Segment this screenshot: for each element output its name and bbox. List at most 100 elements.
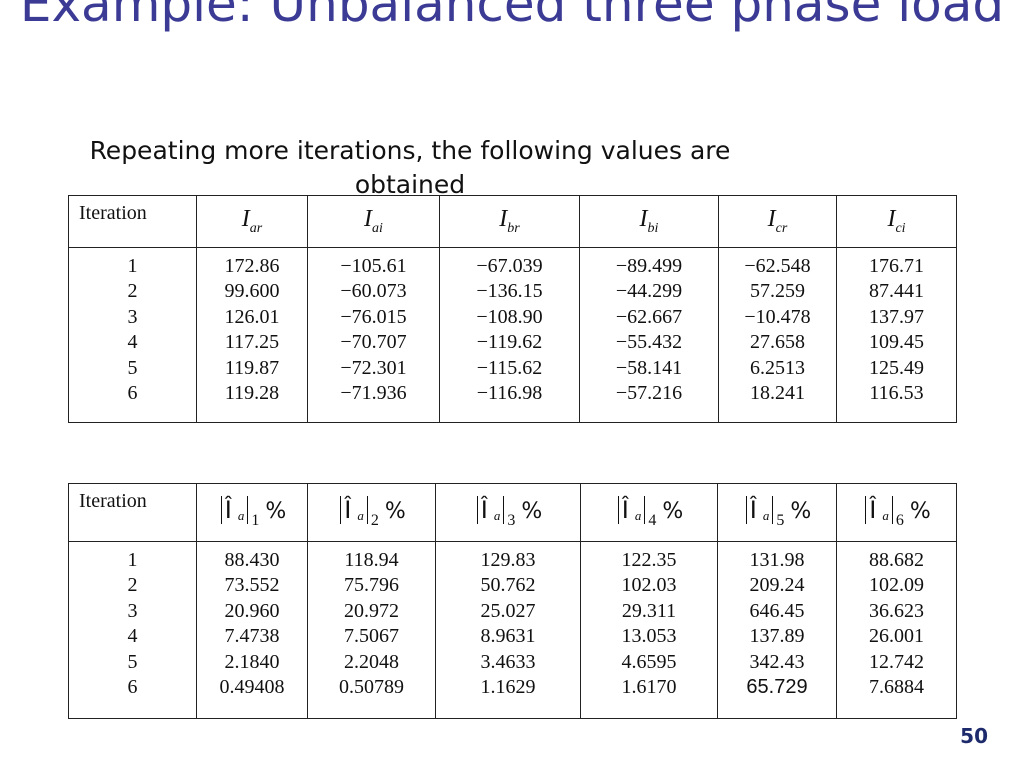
table-cell: −44.299 [615,280,683,303]
ici-values: 176.71 87.441 137.97 109.45 125.49 116.5… [836,247,957,423]
table-cell: 36.623 [869,599,924,622]
table-cell: −72.301 [340,356,407,379]
table-cell: 20.972 [344,599,399,622]
ia1-pct-values: 88.430 73.552 20.960 7.4738 2.1840 0.494… [196,541,308,719]
table-cell: 646.45 [749,599,805,622]
column-header-icr: Icr [718,195,837,248]
table-cell: 172.86 [224,255,280,277]
table-cell: −62.667 [615,305,683,328]
table-cell: −67.039 [476,255,543,277]
table-cell: 50.762 [480,574,536,597]
iteration-number: 4 [127,625,138,648]
table-cell: 18.241 [750,382,805,405]
table-cell: 2.2048 [344,650,399,673]
iteration-number: 1 [127,549,138,571]
iar-values: 172.86 99.600 126.01 117.25 119.87 119.2… [196,247,308,423]
table-cell: 88.682 [869,549,924,571]
table-cell: −115.62 [476,356,543,379]
table-body-row: 1 2 3 4 5 6 88.430 73.552 20.960 7.4738 … [68,541,957,719]
table-cell: 137.89 [749,625,805,648]
iteration-number: 1 [127,255,138,277]
table-cell: 88.430 [224,549,280,571]
table-cell: 6.2513 [750,356,805,379]
iteration-number: 4 [127,331,138,354]
table-cell: −57.216 [615,382,683,405]
slide-subtitle: Repeating more iterations, the following… [89,136,731,199]
ia2-pct-values: 118.94 75.796 20.972 7.5067 2.2048 0.507… [307,541,436,719]
table-cell: 57.259 [750,280,805,303]
table-cell: 73.552 [224,574,280,597]
column-header-iteration: Iteration [68,195,197,248]
table-cell: 75.796 [344,574,399,597]
table-cell: −105.61 [340,255,407,277]
table-cell: 102.09 [869,574,924,597]
table-cell: 116.53 [869,382,924,405]
table-cell: 7.6884 [869,676,924,699]
page-number: 50 [960,724,988,748]
iteration-number: 6 [127,676,138,699]
current-components-table: Iteration Iar Iai Ibr Ibi Icr Ici 1 2 3 … [68,195,957,423]
iteration-number: 5 [127,650,138,673]
table-cell: 2.1840 [224,650,280,673]
table-cell: 119.28 [224,382,280,405]
ia4-pct-values: 122.35 102.03 29.311 13.053 4.6595 1.617… [580,541,718,719]
table-cell: −89.499 [615,255,683,277]
table-cell: 1.1629 [480,676,536,699]
column-header-ibr: Ibr [439,195,580,248]
table-cell: 1.6170 [621,676,677,699]
column-header-iar: Iar [196,195,308,248]
table-cell: 7.5067 [344,625,399,648]
icr-values: −62.548 57.259 −10.478 27.658 6.2513 18.… [718,247,837,423]
table-cell: 119.87 [224,356,280,379]
table-cell: 8.9631 [480,625,536,648]
table-cell: −116.98 [476,382,543,405]
column-header-ici: Ici [836,195,957,248]
slide-title: Example: Unbalanced three phase load [19,0,1005,33]
table-cell: 117.25 [224,331,280,354]
table-cell: 102.03 [621,574,677,597]
table-cell: −58.141 [615,356,683,379]
ia6-pct-values: 88.682 102.09 36.623 26.001 12.742 7.688… [836,541,957,719]
iai-values: −105.61 −60.073 −76.015 −70.707 −72.301 … [307,247,440,423]
table-cell: 13.053 [621,625,677,648]
ibi-values: −89.499 −44.299 −62.667 −55.432 −58.141 … [579,247,719,423]
table-cell: 122.35 [621,549,677,571]
table-cell: 99.600 [224,280,280,303]
table-cell: 65.729 [746,676,808,699]
table-cell: 12.742 [869,650,924,673]
table-header-row: Iteration Iar Iai Ibr Ibi Icr Ici [68,195,957,248]
table-cell: 126.01 [224,305,280,328]
column-header-ibi: Ibi [579,195,719,248]
column-header-iteration: Iteration [68,483,197,542]
table-cell: −62.548 [744,255,811,277]
table-cell: 129.83 [480,549,536,571]
table-cell: 125.49 [869,356,924,379]
table-cell: −108.90 [476,305,543,328]
table-cell: −60.073 [340,280,407,303]
iteration-column: 1 2 3 4 5 6 [68,541,197,719]
table-cell: 118.94 [344,549,399,571]
iteration-number: 6 [127,382,138,405]
ibr-values: −67.039 −136.15 −108.90 −119.62 −115.62 … [439,247,580,423]
table-cell: 342.43 [749,650,805,673]
table-cell: −119.62 [476,331,543,354]
table-cell: 4.6595 [621,650,677,673]
iteration-number: 3 [127,305,138,328]
ia5-pct-values: 131.98 209.24 646.45 137.89 342.43 65.72… [717,541,837,719]
column-header-iai: Iai [307,195,440,248]
table-cell: 20.960 [224,599,280,622]
table-cell: 209.24 [749,574,805,597]
table-cell: 26.001 [869,625,924,648]
table-cell: −76.015 [340,305,407,328]
table-cell: 87.441 [869,280,924,303]
table-cell: −136.15 [476,280,543,303]
table-cell: −10.478 [744,305,811,328]
table-cell: 109.45 [869,331,924,354]
table-cell: −70.707 [340,331,407,354]
